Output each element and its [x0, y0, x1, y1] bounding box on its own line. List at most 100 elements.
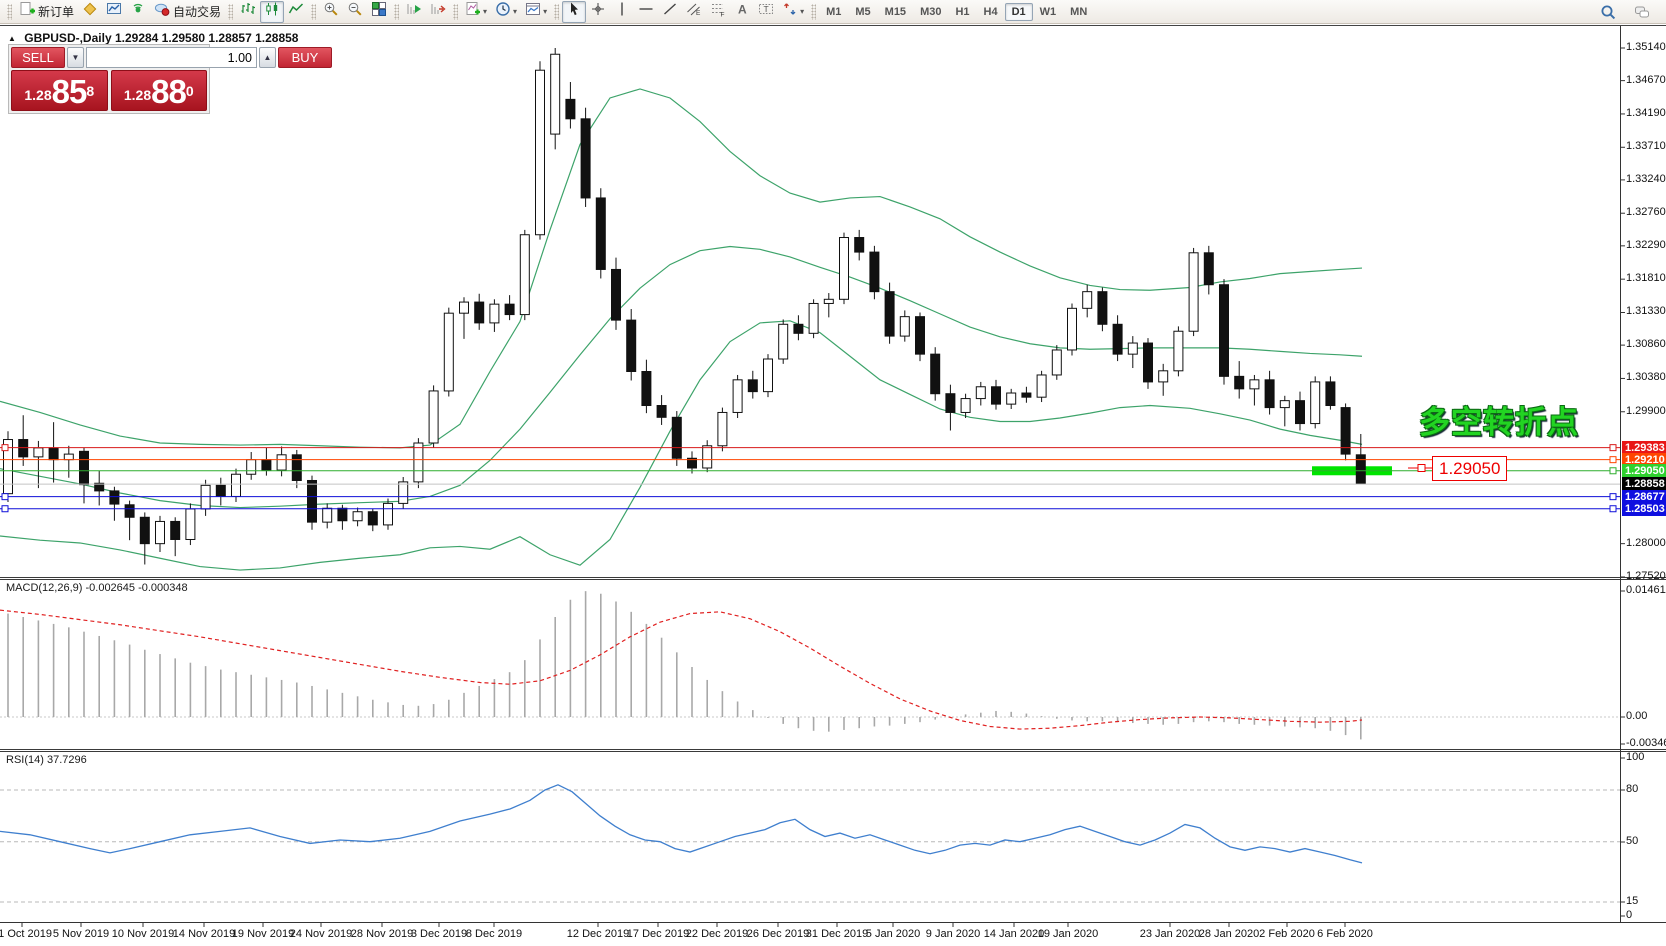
timeframe-d1-button[interactable]: D1 — [1004, 2, 1033, 21]
new-order-button[interactable]: 新订单 — [15, 1, 78, 23]
trendline-button[interactable] — [658, 1, 682, 23]
volume-input[interactable] — [86, 47, 257, 68]
timeframe-h1-button[interactable]: H1 — [955, 5, 970, 18]
toolbar-group-grip[interactable] — [311, 3, 317, 20]
crosshair-button[interactable] — [586, 1, 610, 23]
crosshair-icon — [590, 1, 606, 22]
fibonacci-button[interactable]: F — [706, 1, 730, 23]
cursor-button[interactable] — [562, 0, 587, 23]
toolbar-group-grip[interactable] — [811, 3, 817, 20]
line-handle[interactable] — [1609, 493, 1617, 501]
indicator-axis-label: 0.00 — [1626, 710, 1648, 722]
price-tick-label: 1.27520 — [1626, 569, 1666, 582]
chevron-down-icon[interactable]: ▾ — [483, 7, 488, 16]
line-handle[interactable] — [1609, 467, 1617, 475]
line-chart-button[interactable] — [284, 1, 308, 23]
toolbar-group-grip[interactable] — [453, 3, 459, 20]
candle-chart-button[interactable] — [260, 0, 285, 23]
candle-body — [1143, 342, 1153, 383]
candle-body — [565, 98, 576, 120]
chevron-down-icon[interactable]: ▾ — [513, 7, 518, 16]
signals-button[interactable] — [126, 1, 150, 23]
timeframe-m15-button[interactable]: M15 — [884, 5, 907, 18]
toolbar-group: ▾ ▾ ▾ — [461, 1, 551, 23]
candle-body — [641, 370, 652, 407]
chart-shift-button[interactable] — [426, 1, 450, 23]
candle-body — [155, 520, 165, 545]
buy-price-pip: 0 — [185, 83, 194, 99]
candle-body — [611, 268, 621, 321]
templates-button[interactable]: ▾ — [521, 1, 551, 23]
tile-windows-button[interactable] — [367, 1, 391, 23]
price-badge: 1.29050 — [1622, 463, 1666, 478]
profiles-button[interactable] — [78, 1, 102, 23]
line-handle[interactable] — [1, 505, 9, 513]
line-handle[interactable] — [1609, 456, 1617, 464]
sell-price-button[interactable]: 1.28 85 8 — [11, 70, 108, 111]
candle-body — [124, 504, 135, 518]
chat-button[interactable] — [1630, 1, 1654, 23]
candle-body — [717, 411, 728, 447]
toolbar-group-grip[interactable] — [228, 3, 234, 20]
timeframe-m5-button[interactable]: M5 — [855, 5, 871, 18]
price-badge: 1.29383 — [1622, 440, 1666, 455]
support-price-label[interactable]: 1.29050 — [1432, 456, 1508, 481]
chevron-down-icon[interactable]: ▾ — [800, 7, 805, 16]
zoom-out-button[interactable] — [343, 1, 367, 23]
candle-body — [991, 386, 1001, 405]
candle-body — [580, 118, 591, 199]
sell-price-pip: 8 — [86, 83, 95, 99]
buy-button[interactable]: BUY — [278, 47, 332, 68]
zoom-in-button[interactable] — [319, 1, 343, 23]
line-handle[interactable] — [1609, 505, 1617, 513]
text-label-button[interactable]: T — [754, 1, 778, 23]
toolbar-group-grip[interactable] — [554, 3, 560, 20]
arrows-button[interactable]: ▾ — [778, 1, 808, 23]
vline-button[interactable] — [610, 1, 634, 23]
indicators-button[interactable]: ▾ — [461, 1, 491, 23]
timeframe-m1-button[interactable]: M1 — [826, 5, 842, 18]
zoom-out-icon — [347, 1, 363, 22]
toolbar-group-grip[interactable] — [7, 3, 12, 20]
market-watch-button[interactable] — [102, 1, 126, 23]
auto-scroll-button[interactable] — [402, 1, 426, 23]
toolbar-group — [402, 1, 450, 23]
candle-body — [884, 291, 895, 337]
line-handle[interactable] — [1, 444, 9, 452]
toolbar-group-grip[interactable] — [394, 3, 400, 20]
rsi-name: RSI(14) — [6, 754, 44, 766]
timeframe-mn-button[interactable]: MN — [1070, 5, 1088, 18]
collapse-arrow-icon[interactable]: ▲ — [8, 34, 16, 43]
volume-down-button[interactable]: ▼ — [67, 47, 84, 68]
price-tick-label: 1.33710 — [1626, 140, 1666, 153]
search-button[interactable] — [1596, 1, 1620, 23]
auto-trading-button[interactable]: 自动交易 — [150, 1, 225, 23]
line-handle[interactable] — [1609, 444, 1617, 452]
buy-price-button[interactable]: 1.28 88 0 — [110, 70, 207, 111]
date-label: 14 Nov 2019 — [172, 928, 236, 940]
volume-up-button[interactable]: ▲ — [259, 47, 276, 68]
candle-body — [383, 502, 393, 526]
timeframe-w1-button[interactable]: W1 — [1039, 5, 1057, 18]
hline-button[interactable] — [634, 1, 658, 23]
candle-body — [975, 386, 986, 400]
bar-chart-button[interactable] — [236, 1, 260, 23]
bull-bear-turning-point-annotation[interactable]: 多空转折点 — [1419, 405, 1579, 440]
sell-price-main: 85 — [51, 73, 88, 110]
indicators-icon — [465, 1, 481, 22]
timeframe-m30-button[interactable]: M30 — [920, 5, 942, 18]
candle-body — [79, 450, 89, 486]
candle-body — [1127, 342, 1138, 355]
line-handle[interactable] — [1, 493, 9, 501]
chevron-down-icon[interactable]: ▾ — [543, 7, 548, 16]
candle-body — [960, 398, 971, 413]
channel-button[interactable]: E — [682, 1, 706, 23]
toolbar-group: E F A T ▾ — [562, 0, 808, 23]
text-button[interactable]: A — [730, 1, 754, 23]
candle-body — [215, 484, 226, 497]
price-tick-label: 1.34190 — [1626, 106, 1666, 119]
sell-button[interactable]: SELL — [11, 47, 65, 68]
timeframe-h4-button[interactable]: H4 — [983, 5, 998, 18]
price-tag-anchor[interactable] — [1417, 464, 1426, 472]
periods-button[interactable]: ▾ — [491, 1, 521, 23]
